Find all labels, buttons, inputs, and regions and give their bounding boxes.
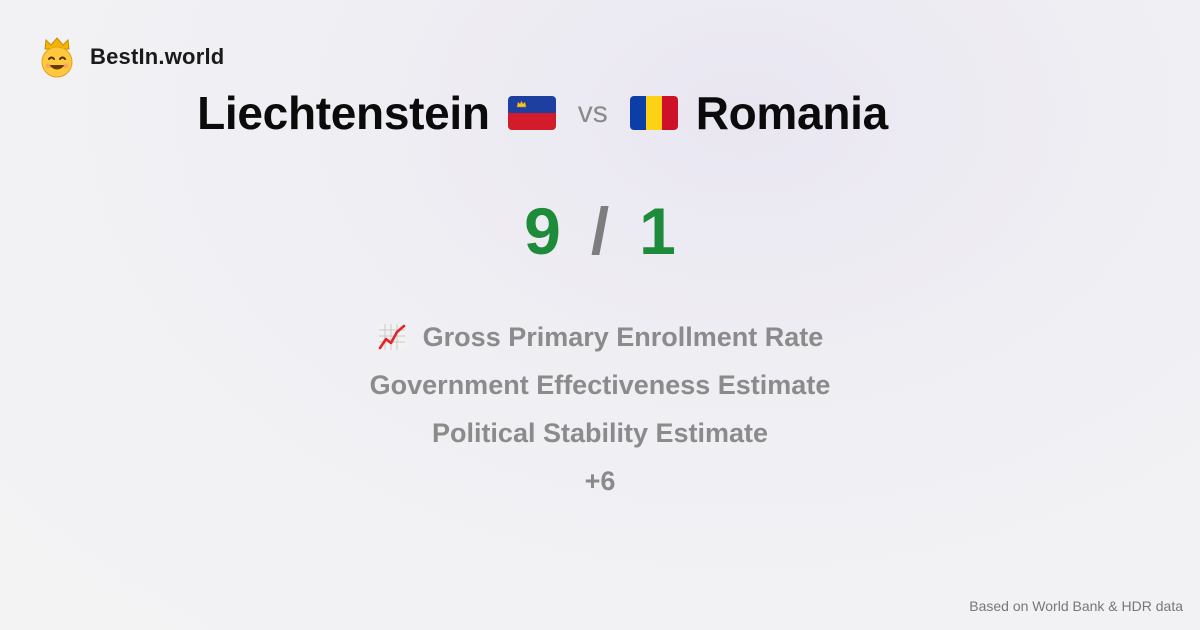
vs-label: vs <box>577 96 608 129</box>
metric-label: Government Effectiveness Estimate <box>369 370 831 400</box>
metric-item: Gross Primary Enrollment Rate <box>0 313 1200 361</box>
metric-label: Gross Primary Enrollment Rate <box>422 322 824 352</box>
romania-flag-icon <box>629 96 678 130</box>
metric-label: Political Stability Estimate <box>431 418 769 448</box>
score-separator: / <box>590 194 610 268</box>
metric-item: Political Stability Estimate <box>0 409 1200 457</box>
right-country-name: Romania <box>695 87 888 139</box>
left-country-name: Liechtenstein <box>197 87 490 139</box>
metric-item: Government Effectiveness Estimate <box>0 361 1200 409</box>
comparison-title: Liechtenstein vs Romania <box>0 86 1085 140</box>
right-score: 1 <box>639 194 676 268</box>
score: 9 / 1 <box>0 193 1200 269</box>
brand[interactable]: BestIn.world <box>38 36 224 78</box>
left-score: 9 <box>524 194 561 268</box>
smiling-crown-face-icon <box>41 37 73 78</box>
more-metrics-count: +6 <box>584 466 616 496</box>
liechtenstein-flag-icon <box>507 96 556 130</box>
brand-name: BestIn.world <box>90 44 225 69</box>
data-source-note: Based on World Bank & HDR data <box>969 598 1183 614</box>
chart-increasing-icon <box>378 324 405 350</box>
metrics-list: Gross Primary Enrollment Rate Government… <box>0 313 1200 505</box>
